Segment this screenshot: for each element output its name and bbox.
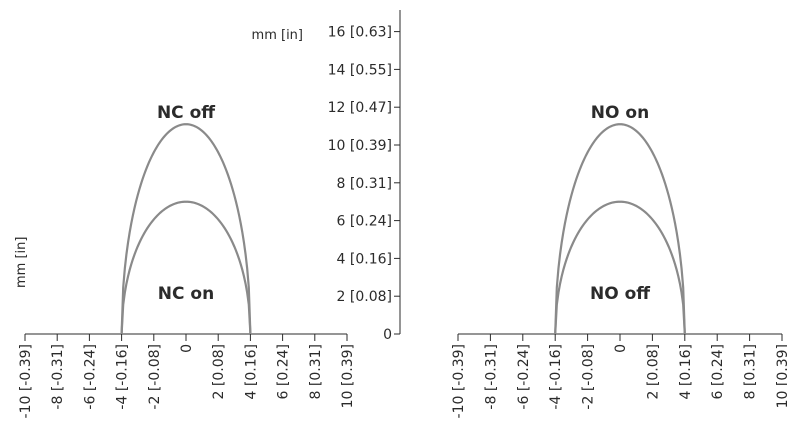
y-tick-label: 4 [0.16] [337, 251, 392, 267]
y-tick-label: 10 [0.39] [328, 138, 392, 154]
x-tick-label: 4 [0.16] [678, 344, 694, 399]
curve-no-on [554, 123, 686, 335]
x-tick-label: 6 [0.24] [276, 344, 292, 399]
curve-label: NO on [591, 103, 649, 123]
x-tick-label: 2 [0.08] [211, 344, 227, 399]
y-axis-unit-label: mm [in] [252, 28, 303, 43]
curve-nc-on [120, 200, 252, 335]
x-tick-label: -8 [-0.31] [483, 344, 499, 410]
x-tick-label: 10 [0.39] [340, 344, 356, 408]
x-axis-unit-label: mm [in] [14, 237, 29, 288]
y-tick-label: 12 [0.47] [328, 100, 392, 116]
y-tick-label: 8 [0.31] [337, 176, 392, 192]
y-tick-label: 0 [383, 327, 392, 343]
x-tick-label: -4 [-0.16] [548, 344, 564, 410]
curve-label: NC off [157, 103, 215, 123]
y-tick-label: 14 [0.55] [328, 62, 392, 78]
curve-label: NO off [590, 284, 650, 304]
panel-no: -10 [-0.39] -8 [-0.31] -6 [-0.24] -4 [-0.16… [451, 103, 787, 418]
panel-nc: -10 [-0.39] -8 [-0.31] -6 [-0.24] -4 [-0.16… [14, 103, 356, 418]
y-axis: mm [in] 0 2 [0.08] 4 [0.16] 6 [0.24] 8 [0.31… [252, 10, 401, 343]
x-tick-label: 2 [0.08] [645, 344, 661, 399]
x-tick-label: 8 [0.31] [308, 344, 324, 399]
x-tick-label: 10 [0.39] [775, 344, 787, 408]
x-tick-label: -6 [-0.24] [82, 344, 98, 410]
x-tick-label: 6 [0.24] [710, 344, 726, 399]
curve-nc-off [120, 123, 252, 335]
y-tick-label: 6 [0.24] [337, 214, 392, 230]
curve-no-off [554, 200, 686, 335]
x-tick-label: -2 [-0.08] [581, 344, 597, 410]
y-tick-label: 2 [0.08] [337, 289, 392, 305]
x-tick-label: -10 [-0.39] [18, 344, 34, 418]
x-tick-label: 8 [0.31] [743, 344, 759, 399]
x-tick-label: -8 [-0.31] [50, 344, 66, 410]
curve-label: NC on [158, 284, 214, 304]
x-tick-label: -2 [-0.08] [147, 344, 163, 410]
x-tick-label: 4 [0.16] [243, 344, 259, 399]
x-tick-label: -6 [-0.24] [516, 344, 532, 410]
x-tick-label: 0 [179, 344, 195, 353]
y-tick-label: 16 [0.63] [328, 25, 392, 41]
x-tick-label: -10 [-0.39] [451, 344, 467, 418]
x-tick-label: -4 [-0.16] [115, 344, 131, 410]
x-tick-label: 0 [613, 344, 629, 353]
